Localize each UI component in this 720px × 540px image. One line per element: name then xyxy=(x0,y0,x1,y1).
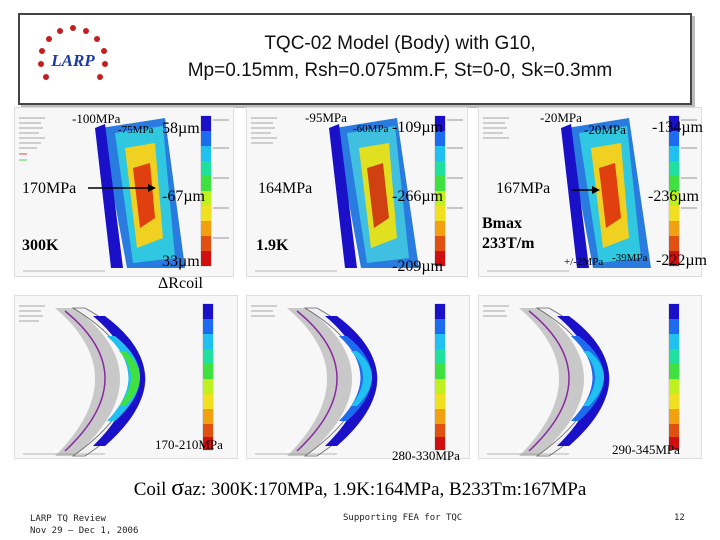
p3-field: Bmax 233T/m xyxy=(482,215,535,252)
p3-stress-low1: +/-2MPa xyxy=(564,256,604,268)
fea-panel-coil-b233 xyxy=(478,295,702,459)
p2-stress-mid: -60MPa xyxy=(353,123,389,135)
summary-caption: Coil σaz: 300K:170MPa, 1.9K:164MPa, B233… xyxy=(0,475,720,502)
p2-disp-mid: -266µm xyxy=(392,188,443,205)
caption-prefix: Coil xyxy=(133,479,172,500)
fea-panel-b233 xyxy=(478,107,702,277)
p3-disp-top: -134µm xyxy=(652,119,703,136)
p2-disp-low: -209µm xyxy=(392,258,443,275)
p3-stress-main: 167MPa xyxy=(496,180,551,197)
fea-panel-300k xyxy=(14,107,234,277)
caption-sigma: σ xyxy=(171,475,185,501)
footer-center: Supporting FEA for TQC xyxy=(343,513,463,523)
p3-stress-mid: -20MPa xyxy=(584,122,626,137)
p2-stress-top: -95MPa xyxy=(305,110,347,125)
fea-panel-1-9k xyxy=(246,107,468,277)
p1-disp-mid: -67µm xyxy=(162,188,205,205)
p3-disp-low: -222µm xyxy=(656,252,707,269)
p2-disp-top: -109µm xyxy=(392,119,443,136)
p3-stress-low2: -39MPa xyxy=(612,252,648,264)
title-box xyxy=(18,13,692,105)
footer-left: LARP TQ Review Nov 29 – Dec 1, 2006 xyxy=(30,513,138,537)
p1-stress-main: 170MPa xyxy=(22,180,77,197)
p2-stress-main: 164MPa xyxy=(258,180,313,197)
p5-stress-range: 280-330MPa xyxy=(392,448,460,463)
p1-temp: 300K xyxy=(22,237,59,254)
fea-panel-coil-1-9k xyxy=(246,295,470,459)
page-number: 12 xyxy=(674,513,685,523)
p4-stress-range: 170-210MPa xyxy=(155,437,223,452)
footer-dates: Nov 29 – Dec 1, 2006 xyxy=(30,526,139,536)
p1-stress-mid: -75MPa xyxy=(118,124,154,136)
p1-disp-top: 58µm xyxy=(162,120,200,137)
p3-disp-mid: -236µm xyxy=(648,188,699,205)
larp-logo: LARP xyxy=(34,22,112,97)
fea-panel-coil-300k xyxy=(14,295,238,459)
page-title: TQC-02 Model (Body) with G10, Mp=0.15mm,… xyxy=(120,30,680,84)
caption-text: az: 300K:170MPa, 1.9K:164MPa, B233Tm:167… xyxy=(184,479,587,500)
p3-stress-top: -20MPa xyxy=(540,110,582,125)
p2-temp: 1.9K xyxy=(256,237,289,254)
p1-delta-rcoil: ΔRcoil xyxy=(158,275,203,292)
p1-stress-top: -100MPa xyxy=(72,111,121,126)
title-line-2: Mp=0.15mm, Rsh=0.075mm.F, St=0-0, Sk=0.3… xyxy=(187,60,613,81)
logo-text: LARP xyxy=(50,51,95,70)
p1-disp-low: 33µm xyxy=(162,253,200,270)
p6-stress-range: 290-345MPa xyxy=(612,442,680,457)
title-line-1: TQC-02 Model (Body) with G10, xyxy=(264,33,536,54)
footer-event: LARP TQ Review xyxy=(30,514,106,524)
